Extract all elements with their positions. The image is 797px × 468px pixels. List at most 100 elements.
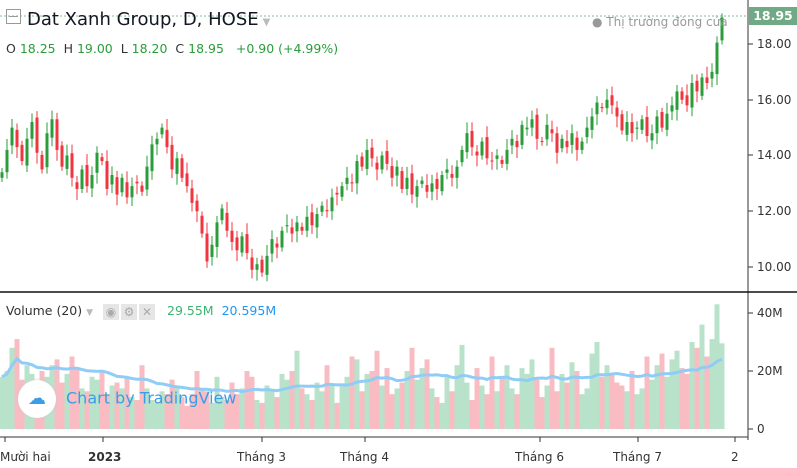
candle xyxy=(510,138,514,146)
volume-bar xyxy=(404,371,410,429)
volume-bar xyxy=(74,368,80,429)
candle xyxy=(345,177,349,184)
volume-bar xyxy=(454,365,460,429)
candle xyxy=(450,173,454,178)
symbol-title[interactable]: Dat Xanh Group, D, HOSE ▼ xyxy=(6,9,270,30)
close-icon[interactable]: ✕ xyxy=(139,303,156,320)
volume-bar xyxy=(274,397,280,429)
candle xyxy=(700,77,704,96)
volume-bar xyxy=(429,388,435,429)
volume-bar xyxy=(494,391,500,429)
candle xyxy=(660,112,664,128)
candle xyxy=(465,133,469,153)
candle xyxy=(70,153,74,178)
candle xyxy=(645,117,649,136)
volume-bar xyxy=(614,382,620,429)
candle xyxy=(35,117,39,153)
volume-bar xyxy=(234,394,240,429)
volume-bar xyxy=(574,371,580,429)
candle xyxy=(95,152,99,173)
volume-bar xyxy=(509,388,515,429)
candle xyxy=(190,188,194,203)
volume-bar xyxy=(629,371,635,429)
candle xyxy=(320,205,324,212)
candle xyxy=(485,137,489,159)
candle xyxy=(165,129,169,148)
candle xyxy=(75,182,79,189)
volume-bar xyxy=(644,356,650,429)
volume-bar xyxy=(684,373,690,429)
candle xyxy=(625,122,629,135)
volume-bar xyxy=(369,371,375,429)
volume-bar xyxy=(694,347,700,429)
dropdown-arrow-icon[interactable]: ▼ xyxy=(262,17,271,28)
volume-bar xyxy=(79,388,85,429)
candle xyxy=(585,127,589,138)
candle xyxy=(30,122,34,139)
price-tick: 18.00 xyxy=(757,37,792,51)
volume-bar xyxy=(444,376,450,429)
volume-bar xyxy=(569,362,575,429)
volume-bar xyxy=(679,368,685,429)
candle xyxy=(610,95,614,106)
volume-bar xyxy=(284,379,290,429)
candle xyxy=(195,200,199,212)
visibility-icon[interactable]: ◉ xyxy=(103,303,120,320)
volume-bar xyxy=(589,353,595,429)
candle xyxy=(560,138,564,149)
time-tick: Mười hai xyxy=(0,450,51,464)
volume-bar xyxy=(389,394,395,429)
candle xyxy=(20,144,24,162)
volume-bar xyxy=(184,405,190,429)
candle xyxy=(400,171,404,189)
candle xyxy=(110,175,114,185)
gear-icon[interactable]: ⚙ xyxy=(121,303,138,320)
candle xyxy=(260,259,264,273)
candle xyxy=(220,208,224,221)
candle xyxy=(365,149,369,169)
candle xyxy=(455,166,459,178)
volume-bar xyxy=(594,342,600,429)
volume-bar xyxy=(639,388,645,429)
volume-bar xyxy=(54,359,60,429)
volume-bar xyxy=(599,376,605,429)
volume-legend[interactable]: Volume (20) ▼ ◉ ⚙ ✕ 29.55M 20.595M xyxy=(6,303,277,320)
volume-bar xyxy=(299,388,305,429)
candle xyxy=(380,155,384,170)
volume-bar xyxy=(479,385,485,429)
candle xyxy=(665,113,669,130)
candle xyxy=(245,234,249,254)
candle xyxy=(205,233,209,262)
price-tick: 12.00 xyxy=(757,204,792,218)
time-tick: Tháng 7 xyxy=(613,450,662,464)
volume-bar xyxy=(94,379,100,429)
candle xyxy=(255,264,259,270)
volume-bar xyxy=(469,400,475,429)
volume-bar xyxy=(499,376,505,429)
volume-bar xyxy=(309,400,315,429)
volume-bar xyxy=(199,388,205,429)
candle xyxy=(80,169,84,189)
candle xyxy=(705,77,709,84)
collapse-icon[interactable] xyxy=(6,9,21,24)
candle xyxy=(425,185,429,192)
volume-bar xyxy=(554,391,560,429)
candle xyxy=(15,129,19,148)
candle xyxy=(40,154,44,170)
candle xyxy=(360,156,364,167)
volume-bar xyxy=(159,391,165,429)
candle xyxy=(225,212,229,231)
candle xyxy=(200,215,204,234)
candle xyxy=(330,197,334,212)
volume-bar xyxy=(0,376,5,429)
candle xyxy=(250,257,254,270)
volume-bar xyxy=(474,368,480,429)
candle xyxy=(230,230,234,242)
volume-bar xyxy=(289,371,295,429)
tradingview-watermark[interactable]: ☁ Chart by TradingView xyxy=(18,380,236,418)
volume-bar xyxy=(484,394,490,429)
volume-bar xyxy=(189,394,195,429)
candle xyxy=(685,95,689,106)
candle xyxy=(435,178,439,189)
volume-bar xyxy=(534,379,540,429)
